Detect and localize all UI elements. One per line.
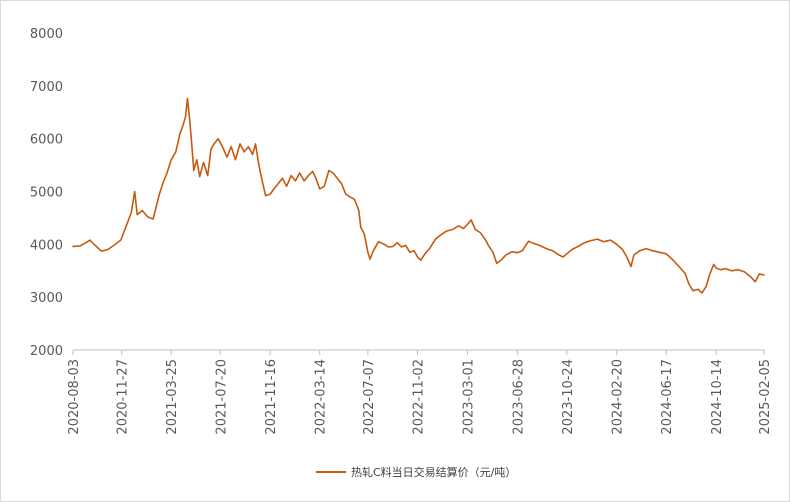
y-tick-label: 7000 <box>30 80 63 95</box>
x-tick-label: 2022-07-07 <box>362 359 377 435</box>
x-tick-label: 2022-03-14 <box>314 359 329 435</box>
y-tick-label: 3000 <box>30 291 63 306</box>
legend-label: 热轧C料当日交易结算价（元/吨） <box>351 465 516 479</box>
x-tick-label: 2025-02-05 <box>758 359 773 435</box>
x-tick-label: 2024-10-14 <box>710 359 725 435</box>
x-tick-label: 2021-07-20 <box>214 359 229 435</box>
x-tick-label: 2021-03-25 <box>165 359 180 435</box>
x-axis: 2020-08-03 2020-11-27 2021-03-25 2021-07-20… <box>67 349 773 435</box>
legend: 热轧C料当日交易结算价（元/吨） <box>316 465 516 479</box>
x-tick-label: 2024-02-20 <box>611 359 626 435</box>
y-tick-label: 8000 <box>30 27 63 42</box>
y-tick-label: 6000 <box>30 133 63 148</box>
y-axis: 2000 3000 4000 5000 6000 7000 8000 <box>30 27 63 359</box>
y-tick-label: 2000 <box>30 344 63 359</box>
x-tick-label: 2023-03-01 <box>461 359 476 435</box>
x-tick-label: 2021-11-16 <box>264 359 279 435</box>
x-tick-label: 2020-08-03 <box>67 359 82 435</box>
x-tick-label: 2022-11-02 <box>411 359 426 435</box>
x-tick-label: 2023-10-24 <box>561 359 576 435</box>
y-tick-label: 4000 <box>30 238 63 253</box>
series-layer <box>72 97 765 294</box>
x-tick-label: 2023-06-28 <box>511 359 526 435</box>
y-tick-label: 5000 <box>30 186 63 201</box>
x-tick-label: 2020-11-27 <box>116 359 131 435</box>
series-line <box>72 97 765 294</box>
x-tick-label: 2024-06-17 <box>660 359 675 435</box>
